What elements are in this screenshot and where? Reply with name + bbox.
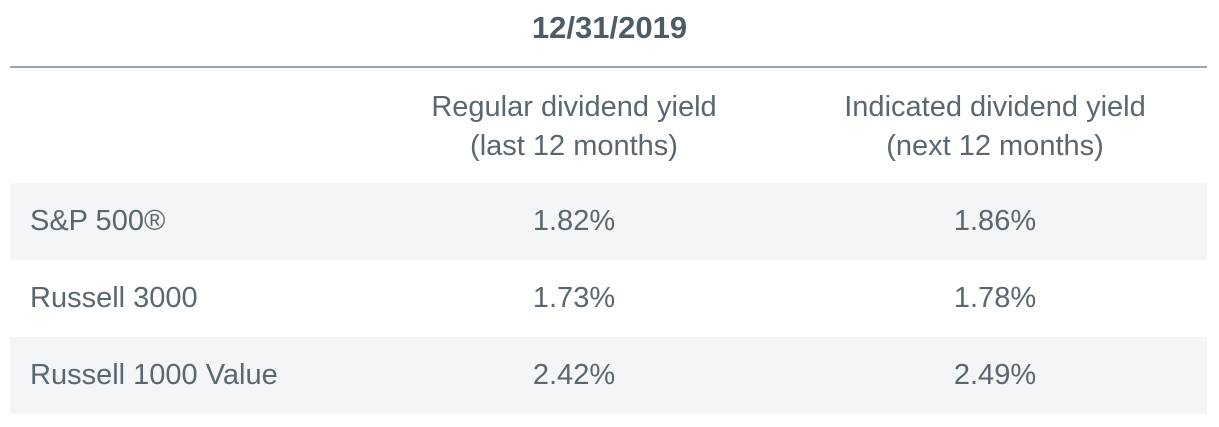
cell-value: 1.73% xyxy=(532,282,616,314)
column-header: Regular dividend yield (last 12 months) xyxy=(364,88,784,166)
cell-value: 1.86% xyxy=(953,205,1037,237)
cell-value: 2.42% xyxy=(532,359,616,391)
row-label: S&P 500® xyxy=(30,205,166,237)
title-rule xyxy=(10,66,1207,68)
header-line: (last 12 months) xyxy=(470,130,678,162)
table-row: Russell 3000 1.73% 1.78% xyxy=(10,260,1207,337)
header-line: Indicated dividend yield xyxy=(844,91,1146,123)
cell-value: 1.82% xyxy=(532,205,616,237)
table-title: 12/31/2019 xyxy=(531,10,688,45)
cell-value: 1.78% xyxy=(953,282,1037,314)
table-row: Russell 1000 Value 2.42% 2.49% xyxy=(10,337,1207,414)
row-label: Russell 3000 xyxy=(30,282,198,314)
table-row: S&P 500® 1.82% 1.86% xyxy=(10,183,1207,260)
header-line: Regular dividend yield xyxy=(431,91,717,123)
header-line: (next 12 months) xyxy=(886,130,1104,162)
cell-value: 2.49% xyxy=(953,359,1037,391)
row-label: Russell 1000 Value xyxy=(30,359,278,391)
column-header: Indicated dividend yield (next 12 months… xyxy=(785,88,1205,166)
